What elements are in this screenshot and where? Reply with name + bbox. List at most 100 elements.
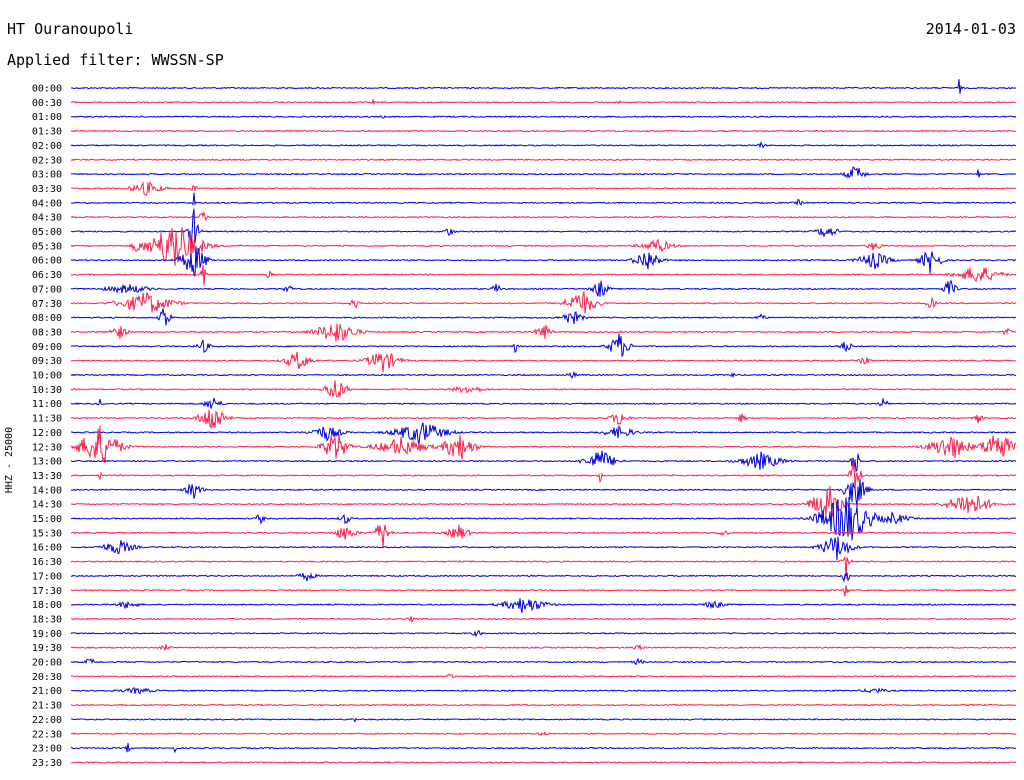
seismic-trace: [70, 333, 1017, 358]
time-label: 17:00: [32, 571, 62, 582]
time-label: 07:30: [32, 299, 62, 310]
seismic-trace: [70, 181, 1017, 197]
seismic-trace: [70, 279, 1017, 297]
seismic-trace: [71, 192, 1017, 207]
seismic-trace: [70, 208, 1017, 244]
seismic-trace: [70, 380, 1017, 398]
time-label: 21:30: [32, 701, 62, 712]
time-label: 23:00: [32, 744, 62, 755]
seismic-trace: [70, 616, 1017, 623]
time-label: 01:00: [32, 112, 62, 123]
time-label: 13:00: [32, 457, 62, 468]
station-name: HT Ouranoupoli: [7, 20, 134, 38]
time-label: 15:00: [32, 514, 62, 525]
time-label: 14:00: [32, 485, 62, 496]
seismic-trace: [70, 657, 1017, 666]
time-label: 11:30: [32, 414, 62, 425]
time-label: 09:00: [32, 342, 62, 353]
seismic-trace: [70, 226, 1017, 266]
time-label: 06:30: [32, 270, 62, 281]
time-label: 19:00: [32, 629, 62, 640]
time-label: 04:30: [32, 213, 62, 224]
seismic-trace: [70, 460, 1017, 490]
seismic-trace: [70, 115, 1017, 119]
filter-label: Applied filter: WWSSN-SP: [7, 51, 224, 69]
seismic-trace: [70, 742, 1017, 754]
time-label: 22:30: [32, 729, 62, 740]
seismic-trace: [70, 598, 1017, 613]
seismic-trace: [70, 323, 1017, 342]
seismic-trace: [70, 572, 1017, 583]
time-label: 12:30: [32, 442, 62, 453]
seismic-trace: [70, 761, 1017, 764]
time-label: 08:30: [32, 327, 62, 338]
time-label: 18:00: [32, 600, 62, 611]
seismic-trace: [70, 166, 1017, 179]
seismic-trace: [70, 265, 1017, 286]
time-label: 06:00: [32, 256, 62, 267]
time-label: 16:30: [32, 557, 62, 568]
time-label: 13:30: [32, 471, 62, 482]
seismic-trace: [70, 585, 1017, 597]
time-label: 00:30: [32, 98, 62, 109]
seismic-trace: [70, 425, 1017, 463]
time-label: 00:00: [32, 84, 62, 95]
time-label: 02:30: [32, 155, 62, 166]
seismic-trace: [70, 370, 1017, 379]
time-label: 07:00: [32, 284, 62, 295]
time-label: 10:30: [32, 385, 62, 396]
seismic-trace: [70, 486, 1017, 521]
seismic-trace: [70, 141, 1017, 149]
time-label: 22:00: [32, 715, 62, 726]
time-label: 20:30: [32, 672, 62, 683]
seismic-trace: [70, 97, 1017, 106]
time-label: 17:30: [32, 586, 62, 597]
seismic-trace: [70, 291, 1017, 314]
seismic-trace: [70, 129, 1017, 133]
time-label: 03:30: [32, 184, 62, 195]
seismic-trace: [70, 210, 1017, 222]
time-label: 05:30: [32, 241, 62, 252]
seismic-trace: [70, 703, 1017, 707]
time-label: 03:00: [32, 170, 62, 181]
seismic-trace: [70, 422, 1017, 445]
seismic-trace: [70, 731, 1017, 737]
time-label: 23:30: [32, 758, 62, 769]
time-label: 12:00: [32, 428, 62, 439]
time-label: 16:00: [32, 543, 62, 554]
seismic-trace: [70, 351, 1017, 373]
seismic-trace: [70, 79, 1017, 94]
seismic-trace: [70, 497, 1017, 541]
seismic-trace: [70, 686, 1017, 695]
seismic-trace: [70, 246, 1017, 277]
seismic-trace: [70, 556, 1017, 580]
seismic-trace: [70, 524, 1017, 549]
time-label: 05:00: [32, 227, 62, 238]
time-label: 10:00: [32, 371, 62, 382]
time-label: 02:00: [32, 141, 62, 152]
time-label: 18:30: [32, 614, 62, 625]
time-label: 09:30: [32, 356, 62, 367]
time-label: 19:30: [32, 643, 62, 654]
seismic-trace: [70, 629, 1017, 638]
time-label: 08:00: [32, 313, 62, 324]
seismic-trace: [70, 643, 1017, 651]
seismic-trace: [70, 450, 1017, 473]
seismic-trace: [70, 409, 1017, 429]
seismic-trace: [70, 673, 1017, 679]
time-label: 15:30: [32, 528, 62, 539]
seismic-trace: [70, 308, 1017, 326]
seismic-trace: [70, 478, 1017, 507]
time-label: 20:00: [32, 658, 62, 669]
time-label: 14:30: [32, 500, 62, 511]
seismic-trace: [70, 717, 1016, 723]
seismic-trace: [70, 397, 1017, 409]
record-date: 2014-01-03: [925, 20, 1016, 38]
seismic-trace: [70, 158, 1017, 162]
time-label: 11:00: [32, 399, 62, 410]
time-label: 21:00: [32, 686, 62, 697]
time-label: 01:30: [32, 127, 62, 138]
time-label: 04:00: [32, 198, 62, 209]
seismic-trace: [70, 536, 1017, 561]
